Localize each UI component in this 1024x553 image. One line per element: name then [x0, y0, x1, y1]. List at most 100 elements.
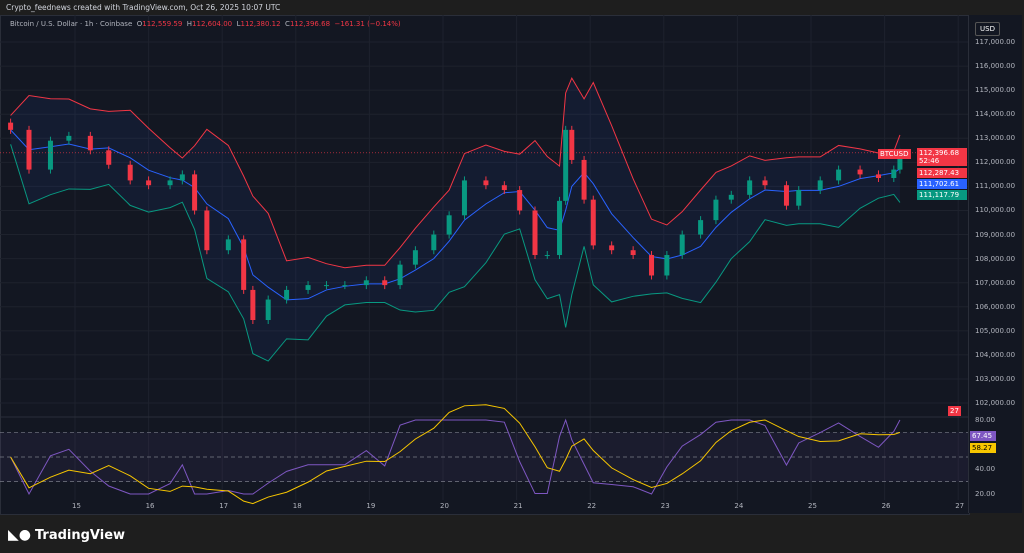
date-tick: 21 [513, 502, 523, 510]
candle [664, 255, 670, 276]
candle [461, 180, 467, 216]
high-label: H [186, 20, 193, 28]
candle [698, 220, 704, 235]
bollinger-upper-line [10, 76, 901, 269]
bollinger-lower-line [10, 144, 901, 362]
candle [630, 250, 636, 256]
bb-upper-badge: 112,287.43 [917, 168, 967, 178]
date-tick: 16 [145, 502, 155, 510]
price-axis[interactable] [968, 15, 1022, 513]
candle [8, 122, 14, 130]
change-value: −161.31 (−0.14%) [334, 20, 401, 28]
symbol-badge: BTCUSD [878, 149, 911, 159]
chart-canvas [0, 15, 968, 505]
close-label: C [285, 20, 290, 28]
date-tick: 20 [440, 502, 449, 510]
candle [581, 159, 587, 200]
candle [747, 180, 753, 195]
high-value: 112,604.00 [192, 20, 233, 28]
candle [875, 174, 881, 178]
candle [397, 264, 403, 286]
volume-badge: 27 [948, 406, 961, 416]
candle [250, 289, 256, 321]
candle [305, 285, 311, 290]
date-tick: 23 [660, 502, 670, 510]
candle [532, 210, 538, 256]
candle [857, 169, 863, 175]
candle [66, 135, 72, 141]
date-tick: 15 [72, 502, 81, 510]
bb-basis-badge: 111,702.61 [917, 179, 967, 189]
rsi-line [10, 418, 901, 496]
candle [363, 280, 369, 286]
low-label: L [236, 20, 241, 28]
candle [796, 190, 802, 206]
price-tick: 116,000.00 [975, 62, 1016, 71]
candle [728, 194, 734, 200]
candle [265, 299, 271, 321]
candle [382, 280, 388, 286]
date-tick: 24 [734, 502, 744, 510]
price-tick: 113,000.00 [975, 134, 1016, 143]
candle [891, 169, 897, 178]
candle [483, 180, 489, 186]
close-value: 112,396.68 [289, 20, 331, 28]
price-tick: 108,000.00 [975, 254, 1016, 263]
candle [127, 164, 133, 181]
price-tick: 115,000.00 [975, 86, 1016, 95]
ohlc-legend: Bitcoin / U.S. Dollar · 1h · Coinbase O 1… [10, 20, 401, 28]
price-tick: 103,000.00 [975, 374, 1016, 383]
candle [569, 129, 575, 160]
brand-name: TradingView [34, 527, 126, 543]
candle [431, 234, 437, 251]
price-tick: 110,000.00 [975, 206, 1016, 215]
date-tick: 17 [219, 502, 229, 510]
candle [713, 199, 719, 221]
price-tick: 117,000.00 [975, 38, 1016, 46]
candle [609, 245, 615, 251]
rsi-ma-badge: 58.27 [970, 443, 996, 453]
candle [241, 239, 247, 290]
price-tick: 105,000.00 [975, 326, 1016, 335]
candle [47, 140, 53, 170]
date-tick: 25 [808, 502, 817, 510]
last-price-badge: 112,396.68 52:46 [917, 148, 967, 166]
price-tick: 114,000.00 [975, 110, 1016, 119]
rsi-badge: 67.45 [970, 431, 996, 441]
symbol-description: Bitcoin / U.S. Dollar · 1h · Coinbase [10, 20, 133, 28]
price-tick: 104,000.00 [975, 350, 1016, 359]
candle [563, 129, 569, 201]
bb-lower-badge: 111,117.79 [917, 190, 967, 200]
rsi-tick: 20.00 [975, 489, 996, 498]
price-tick: 102,000.00 [975, 399, 1016, 408]
candle [204, 210, 210, 251]
candle [26, 129, 32, 170]
low-value: 112,380.12 [240, 20, 281, 28]
candle [225, 239, 231, 251]
rsi-ma-line [10, 404, 901, 505]
chart-pane[interactable] [0, 15, 970, 515]
candle [167, 180, 173, 186]
open-label: O [136, 20, 143, 28]
price-tick: 107,000.00 [975, 278, 1016, 287]
price-tick: 109,000.00 [975, 230, 1016, 239]
price-tick: 106,000.00 [975, 302, 1016, 311]
candle [284, 289, 290, 300]
candle [557, 200, 563, 256]
candle [323, 285, 329, 287]
bar-countdown: 52:46 [919, 157, 940, 165]
candle [897, 152, 903, 170]
currency-button[interactable]: USD [975, 22, 1000, 36]
bollinger-fill [10, 78, 900, 362]
date-tick: 27 [955, 502, 965, 510]
date-tick: 22 [587, 502, 597, 510]
candle [590, 199, 596, 246]
date-tick: 19 [366, 502, 376, 510]
candle [106, 150, 112, 165]
tradingview-logo[interactable]: ◣● TradingView [8, 527, 125, 543]
candle [544, 255, 550, 257]
candle [446, 215, 452, 235]
candle [501, 185, 507, 191]
last-price: 112,396.68 [919, 149, 960, 157]
date-tick: 26 [881, 502, 891, 510]
